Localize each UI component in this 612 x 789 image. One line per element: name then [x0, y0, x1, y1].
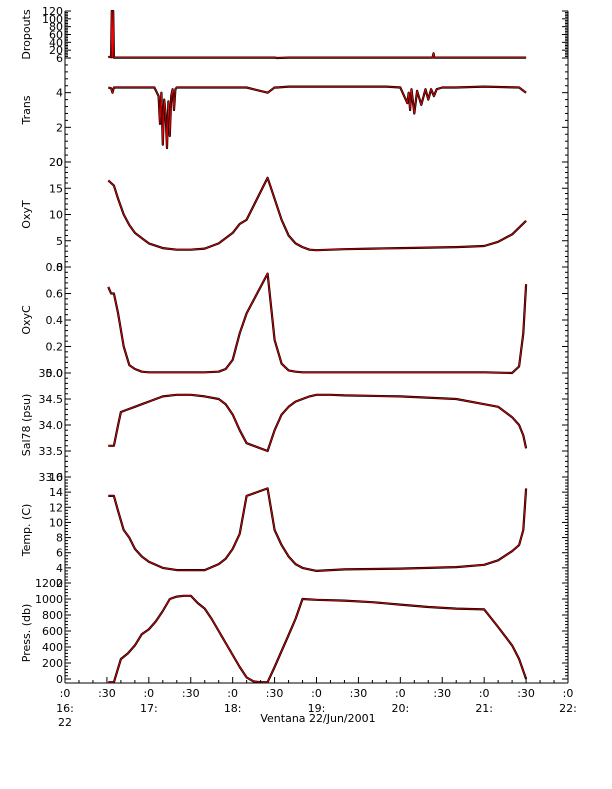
series-line-smoothed: [108, 393, 528, 453]
x-tick-label: :0: [227, 687, 238, 700]
y-tick-label: 2: [56, 121, 63, 134]
y-tick-label: 120: [42, 5, 63, 18]
y-axis-label: Trans: [20, 95, 33, 125]
y-tick-label: 40: [49, 36, 63, 49]
y-tick-label: 12: [49, 501, 63, 514]
y-tick-label: 0.2: [46, 341, 64, 354]
y-tick-label: 6: [56, 547, 63, 560]
y-tick-label: 33.5: [39, 445, 64, 458]
x-tick-day-label: 22: [58, 716, 72, 729]
y-tick-label: 35.0: [39, 367, 64, 380]
y-tick-label: 60: [49, 29, 63, 42]
y-tick-label: 20: [49, 156, 63, 169]
y-tick-label: 16: [49, 471, 63, 484]
y-tick-label: 400: [42, 641, 63, 654]
x-tick-label: :0: [563, 687, 574, 700]
panel-6: 2 4 6 8 10 12 14 16 Temp. (C): [20, 471, 569, 590]
series-line-raw: [108, 487, 527, 572]
y-axis-label: Temp. (C): [20, 504, 33, 558]
y-tick-label: 34.0: [39, 419, 64, 432]
y-axis-label: Dropouts: [20, 9, 33, 59]
y-tick-label: 600: [42, 625, 63, 638]
x-tick-label: :30: [182, 687, 200, 700]
x-tick-label: :0: [60, 687, 71, 700]
y-axis-label: Sal78 (psu): [20, 394, 33, 457]
y-tick-label: 100: [42, 13, 63, 26]
panel-3: 0 5 10 15 20 OxyT: [20, 156, 569, 274]
x-tick-label: :30: [517, 687, 535, 700]
y-tick-label: 8: [56, 532, 63, 545]
y-tick-label: 0: [56, 673, 63, 686]
y-tick-label: 15: [49, 182, 63, 195]
x-tick-label: :30: [98, 687, 116, 700]
y-tick-label: 20: [49, 44, 63, 57]
x-tick-label: :30: [433, 687, 451, 700]
x-tick-hour-label: 16:: [56, 702, 74, 715]
x-tick-hour-label: 17:: [140, 702, 158, 715]
y-tick-label: 14: [49, 486, 63, 499]
x-tick-label: :0: [143, 687, 154, 700]
series-line-raw: [107, 273, 527, 374]
y-tick-label: 0.4: [46, 314, 64, 327]
series-line-smoothed: [107, 9, 527, 60]
series-line-raw: [108, 595, 527, 683]
panel-4: 0.0 0.2 0.4 0.6 0.8 OxyC: [20, 261, 569, 380]
y-tick-label: 0.6: [46, 288, 64, 301]
x-tick-label: :0: [311, 687, 322, 700]
y-tick-label: 1000: [35, 593, 63, 606]
y-tick-label: 0.0: [46, 367, 64, 380]
x-tick-hour-label: 22:: [559, 702, 577, 715]
y-tick-label: 10: [49, 516, 63, 529]
x-tick-label: :0: [395, 687, 406, 700]
series-line-smoothed: [107, 176, 527, 252]
y-axis-label: Press. (db): [20, 604, 33, 663]
figure-caption: Ventana 22/Jun/2001: [260, 712, 375, 725]
y-tick-label: 80: [49, 21, 63, 34]
y-tick-label: 1200: [35, 577, 63, 590]
panel-5: 33.0 33.5 34.0 34.5 35.0 Sal78 (psu): [20, 367, 569, 484]
x-tick-label: :30: [350, 687, 368, 700]
y-tick-label: 2: [56, 577, 63, 590]
panel-7: 0 200 400 600 800 1000 1200 Press. (db): [20, 577, 569, 686]
x-tick-hour-label: 20:: [391, 702, 409, 715]
y-axis-label: OxyC: [20, 305, 33, 335]
y-tick-label: 200: [42, 657, 63, 670]
series-line-raw: [108, 10, 527, 59]
y-tick-label: 0: [56, 156, 63, 169]
y-tick-label: 4: [56, 562, 63, 575]
panel-2: 0 2 4 6 Trans: [20, 52, 569, 169]
series-line-raw: [108, 177, 527, 251]
y-tick-label: 5: [56, 235, 63, 248]
y-tick-label: 0: [56, 261, 63, 274]
x-tick-label: :30: [266, 687, 284, 700]
y-tick-label: 33.0: [39, 471, 64, 484]
y-axis-label: OxyT: [20, 200, 33, 229]
y-tick-label: 4: [56, 87, 63, 100]
y-tick-label: 6: [56, 52, 63, 65]
y-tick-label: 10: [49, 209, 63, 222]
x-tick-hour-label: 19:: [308, 702, 326, 715]
x-tick-hour-label: 18:: [224, 702, 242, 715]
series-line-raw: [108, 394, 527, 452]
y-tick-label: 34.5: [39, 393, 64, 406]
y-tick-label: 0.8: [46, 261, 64, 274]
x-tick-hour-label: 21:: [475, 702, 493, 715]
series-line-smoothed: [108, 487, 528, 573]
x-tick-label: :0: [479, 687, 490, 700]
y-tick-label: 800: [42, 609, 63, 622]
series-line-smoothed: [107, 272, 528, 375]
series-line-raw: [108, 86, 527, 149]
